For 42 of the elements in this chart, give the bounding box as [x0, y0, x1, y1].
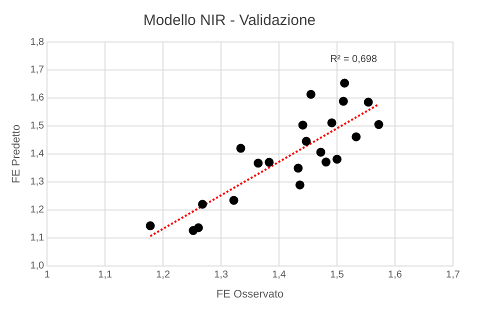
point [322, 158, 331, 167]
point [338, 96, 348, 106]
x-tick-label: 1,1 [98, 270, 112, 281]
y-tick-label: 1,2 [30, 204, 45, 216]
y-tick-label: 1,4 [30, 148, 45, 160]
x-tick-label: 1,6 [388, 270, 402, 281]
point [332, 154, 342, 164]
x-tick-label: 1,3 [214, 270, 228, 281]
y-tick-label: 1,0 [30, 260, 45, 272]
point [295, 180, 304, 190]
x-tick-label: 1 [44, 270, 50, 281]
y-tick-label: 1,5 [30, 120, 45, 132]
point [302, 136, 311, 146]
y-tick-label: 1,6 [30, 92, 45, 104]
x-tick-label: 1,2 [156, 270, 170, 281]
point [374, 120, 384, 130]
y-tick-label: 1,8 [30, 36, 45, 48]
point [316, 148, 326, 157]
point [229, 196, 238, 205]
point [306, 90, 316, 99]
point [352, 132, 361, 142]
point [198, 200, 208, 209]
point [264, 158, 274, 167]
point [327, 118, 336, 128]
point [254, 158, 263, 168]
point [298, 120, 308, 130]
x-tick-label: 1,7 [446, 270, 460, 281]
chart-title: Modello NIR - Validazione [143, 12, 316, 30]
x-tick-label: 1,4 [272, 270, 286, 281]
y-tick-label: 1,3 [30, 176, 45, 188]
point [194, 223, 203, 232]
annotation: R² = 0,698 [330, 54, 378, 65]
point [146, 221, 155, 230]
y-tick-label: 1,7 [30, 64, 45, 76]
x-axis-title: FE Osservato [216, 288, 284, 300]
point [294, 164, 303, 173]
point [364, 98, 373, 107]
point [340, 78, 350, 88]
y-tick-label: 1,1 [30, 232, 45, 244]
y-axis-title: FE Predetto [10, 124, 23, 184]
point [236, 144, 246, 153]
x-tick-label: 1,5 [330, 270, 344, 281]
